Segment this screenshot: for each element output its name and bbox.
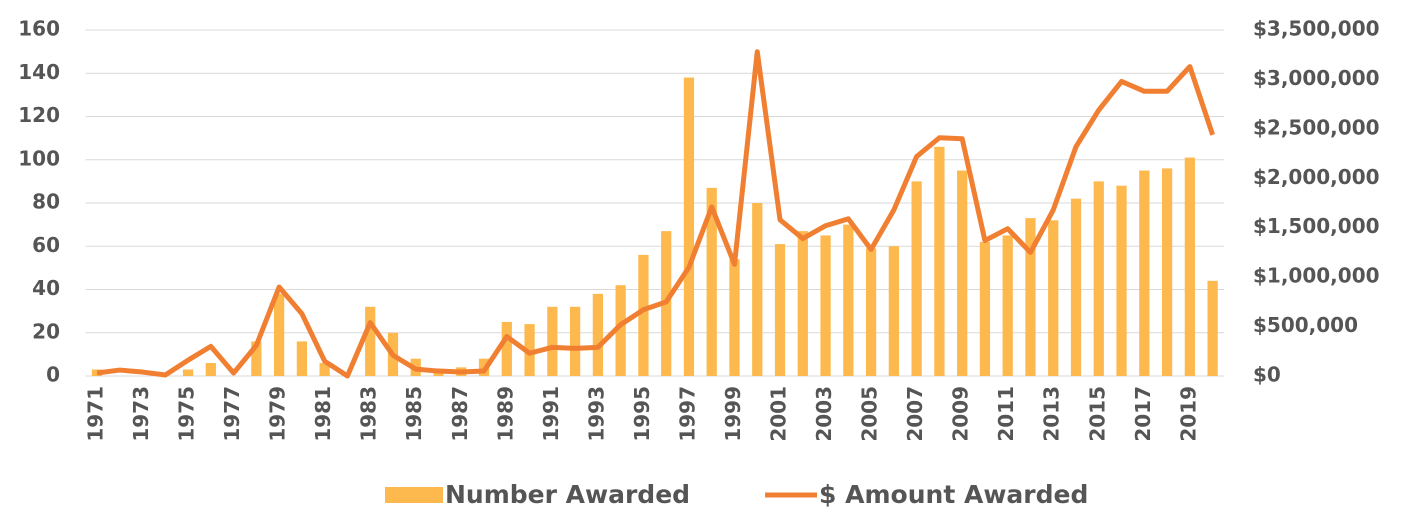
bar <box>1070 198 1082 376</box>
bar <box>205 363 216 376</box>
x-tick-label: 1987 <box>448 386 472 442</box>
x-tick-label: 1991 <box>539 386 563 442</box>
y-tick-label: 60 <box>32 233 60 257</box>
y-tick-label: 100 <box>18 146 60 170</box>
bar <box>1161 168 1173 376</box>
bar <box>797 231 808 376</box>
y2-tick-label: $3,500,000 <box>1253 17 1380 41</box>
bar <box>1184 157 1195 376</box>
y-tick-label: 0 <box>46 363 60 387</box>
bar <box>911 181 922 376</box>
bar <box>1207 280 1218 376</box>
x-tick-label: 2007 <box>903 386 927 442</box>
bar <box>1093 181 1104 376</box>
x-tick-label: 2001 <box>767 386 791 442</box>
bar <box>729 259 740 376</box>
y-tick-label: 160 <box>18 17 60 41</box>
x-tick-label: 2017 <box>1131 386 1155 442</box>
bar <box>774 244 786 376</box>
y2-tick-label: $500,000 <box>1253 313 1358 337</box>
bar <box>569 306 581 376</box>
y2-tick-label: $3,000,000 <box>1253 66 1380 90</box>
legend-label: Number Awarded <box>445 480 690 509</box>
y-tick-label: 40 <box>32 276 60 300</box>
bar <box>592 293 604 376</box>
x-tick-label: 2019 <box>1176 386 1200 442</box>
y-tick-label: 20 <box>32 319 60 343</box>
bar <box>524 324 535 376</box>
y2-tick-label: $1,000,000 <box>1253 264 1380 288</box>
x-tick-label: 1971 <box>83 386 107 442</box>
bar <box>865 248 877 376</box>
x-tick-label: 2011 <box>994 386 1018 442</box>
bar <box>752 203 763 376</box>
x-tick-label: 2009 <box>949 386 973 442</box>
x-tick-label: 1993 <box>584 386 608 442</box>
y-tick-label: 140 <box>18 60 60 84</box>
bar <box>296 341 308 376</box>
x-tick-label: 1999 <box>721 386 745 442</box>
legend-swatch <box>385 487 443 503</box>
bar <box>365 306 376 376</box>
bar <box>1002 235 1013 376</box>
x-tick-label: 1995 <box>630 386 654 442</box>
y-tick-label: 80 <box>32 190 60 214</box>
x-tick-label: 1989 <box>493 386 517 442</box>
bar <box>1116 185 1127 376</box>
bar <box>274 293 285 376</box>
bar <box>319 363 330 376</box>
y2-tick-label: $2,000,000 <box>1253 165 1380 189</box>
bar <box>843 224 854 376</box>
y2-tick-label: $2,500,000 <box>1253 115 1380 139</box>
x-tick-label: 2013 <box>1040 386 1064 442</box>
legend-label: $ Amount Awarded <box>819 480 1088 509</box>
x-tick-label: 1981 <box>311 386 335 442</box>
bar <box>957 170 968 376</box>
bar <box>182 369 194 376</box>
y2-tick-label: $1,500,000 <box>1253 214 1380 238</box>
bar <box>501 321 512 376</box>
x-tick-label: 1985 <box>402 386 426 442</box>
x-tick-label: 2005 <box>858 386 882 442</box>
x-tick-label: 1997 <box>675 386 699 442</box>
bar <box>638 254 649 376</box>
x-tick-label: 1975 <box>175 386 199 442</box>
bar <box>706 187 717 376</box>
bar <box>251 341 262 376</box>
bar <box>1048 220 1059 376</box>
y2-tick-label: $0 <box>1253 363 1281 387</box>
bar <box>615 285 626 376</box>
bar <box>1139 170 1150 376</box>
x-tick-label: 1973 <box>129 386 153 442</box>
bar <box>934 146 945 376</box>
bar <box>888 246 899 376</box>
y-tick-label: 120 <box>18 103 60 127</box>
x-tick-label: 2015 <box>1085 386 1109 442</box>
bar <box>820 235 831 376</box>
x-tick-label: 2003 <box>812 386 836 442</box>
line <box>96 49 1215 379</box>
bar <box>683 77 695 376</box>
x-tick-label: 1977 <box>220 386 244 442</box>
bar <box>979 241 991 376</box>
bar <box>1025 218 1036 376</box>
x-tick-label: 1979 <box>266 386 290 442</box>
bar <box>547 306 558 376</box>
x-tick-label: 1983 <box>357 386 381 442</box>
